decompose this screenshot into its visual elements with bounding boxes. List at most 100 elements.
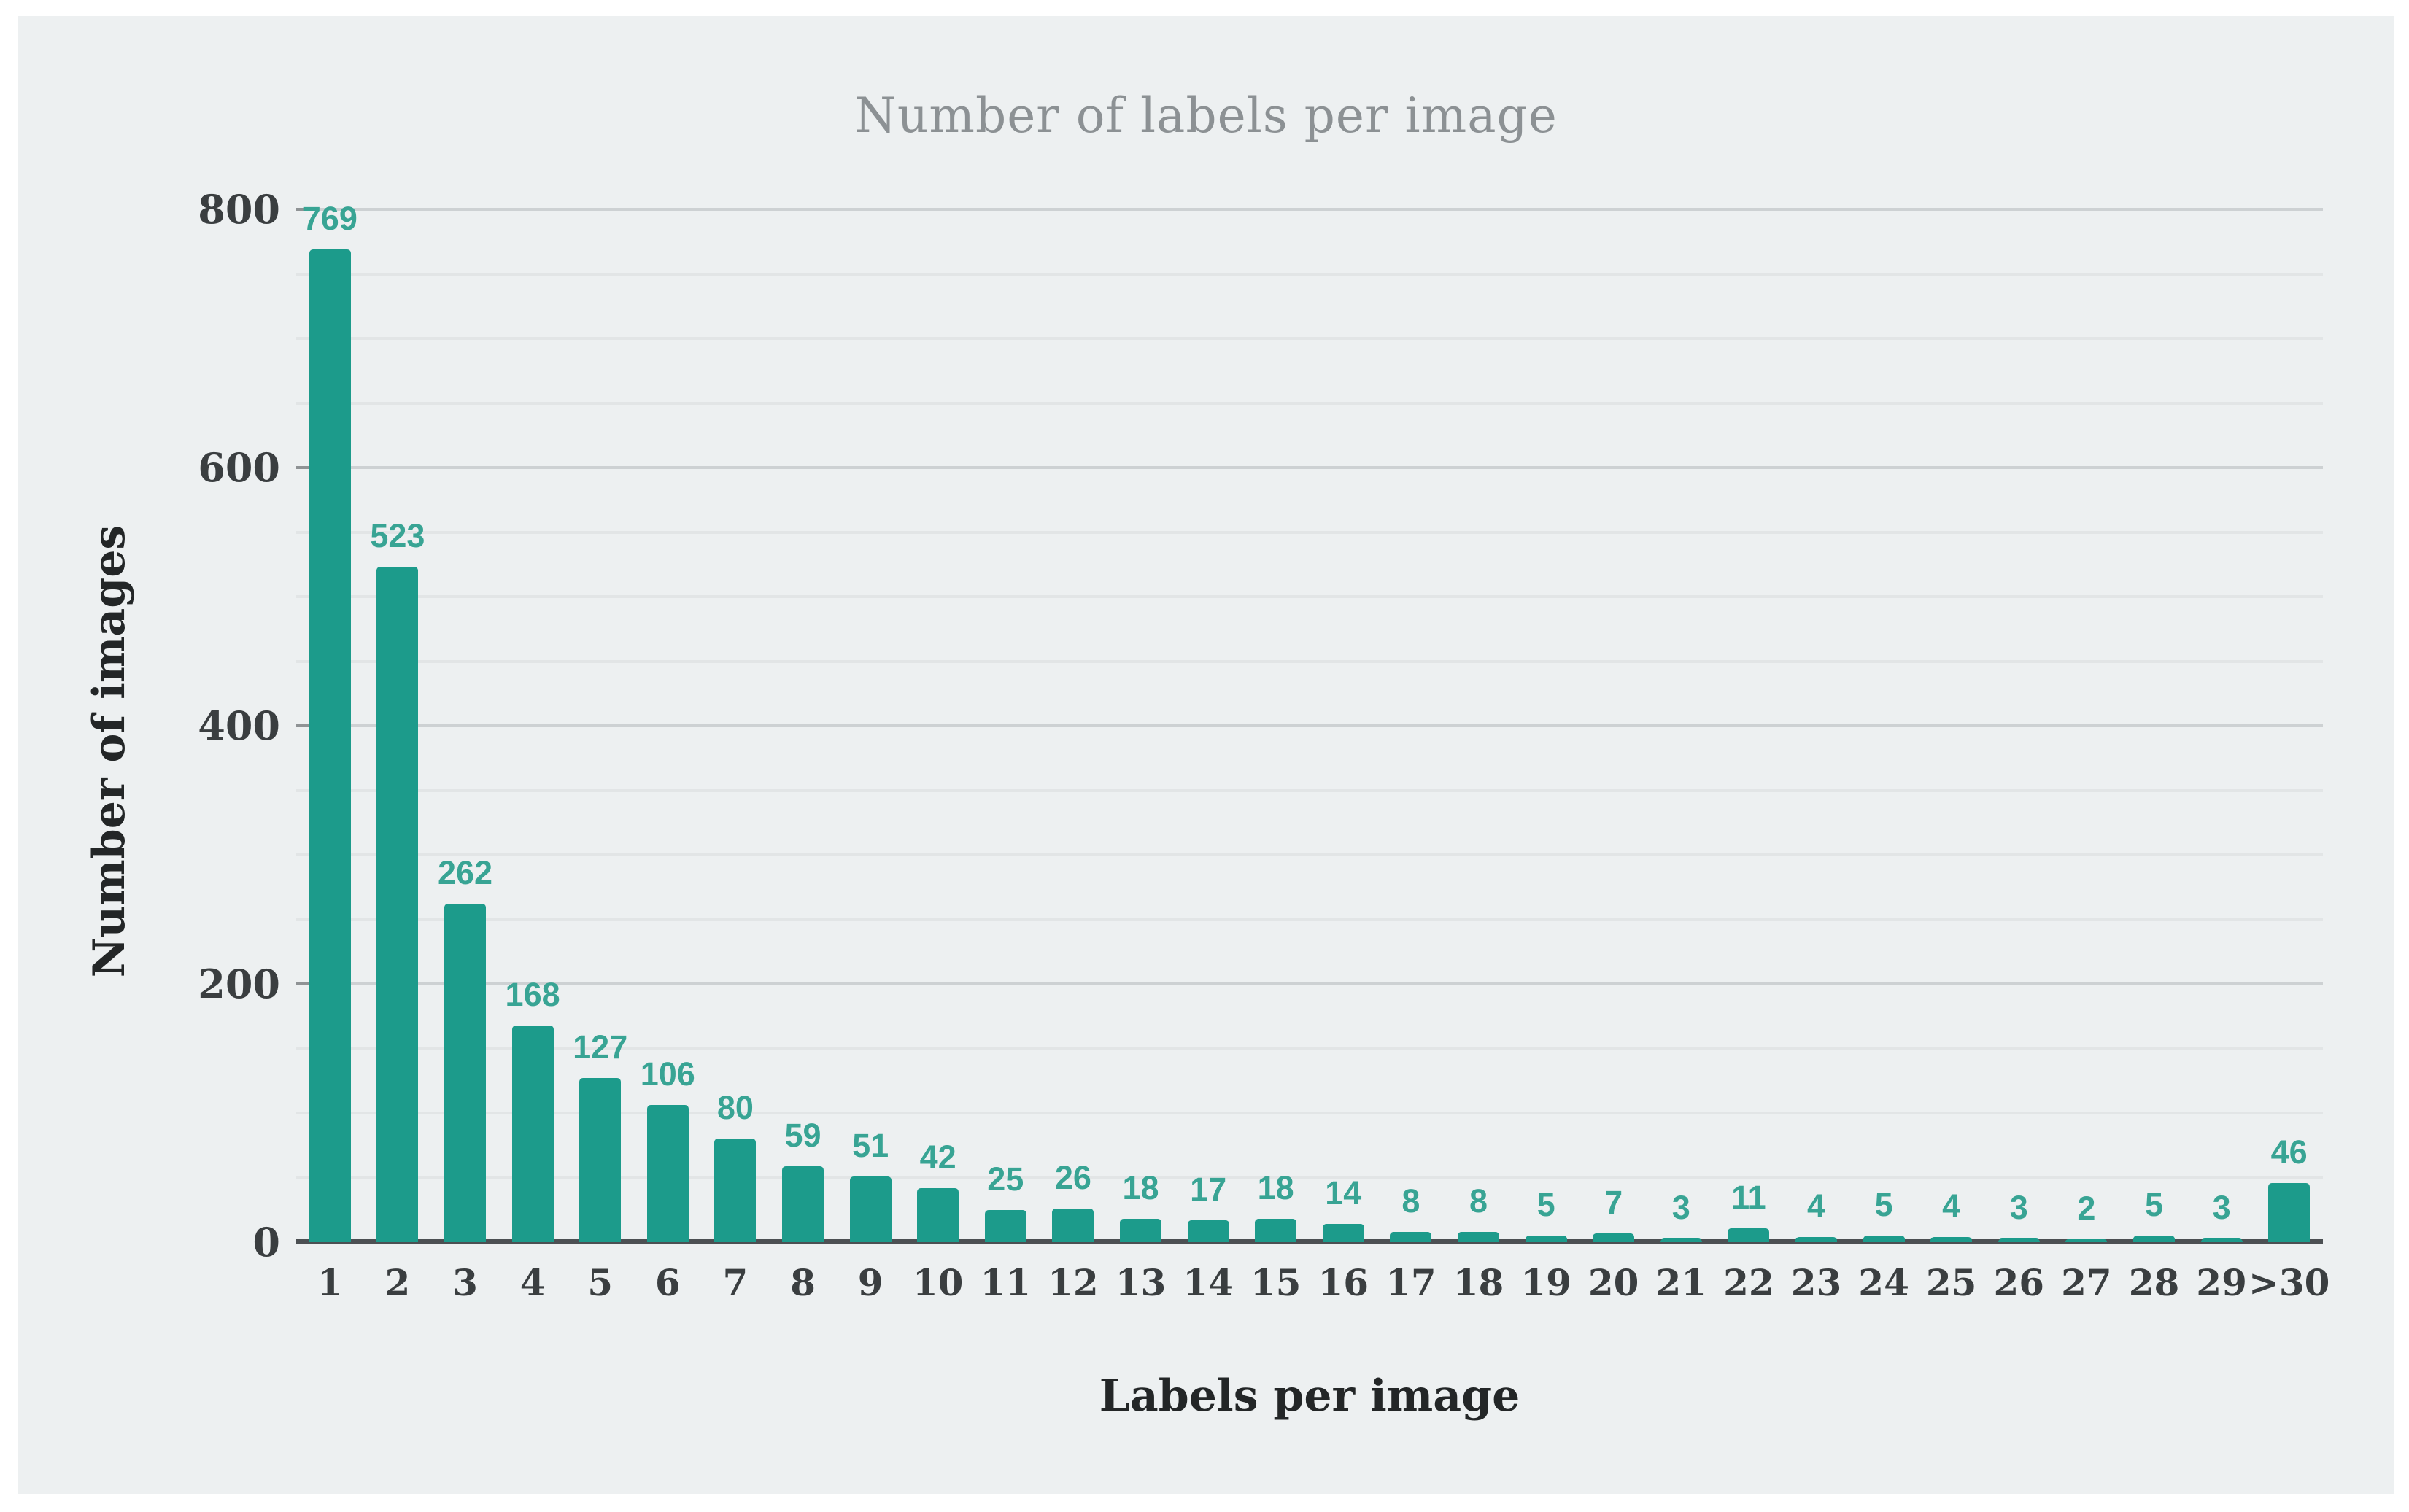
y-tick-mark-400 bbox=[296, 724, 315, 727]
bar-value-label: 523 bbox=[370, 517, 425, 555]
bar-value-label: 769 bbox=[302, 199, 357, 237]
bar-23 bbox=[1795, 1236, 1837, 1242]
chart-panel: Number of labels per image Number of ima… bbox=[18, 16, 2394, 1494]
bar-21 bbox=[1660, 1238, 1702, 1242]
x-tick-label: 25 bbox=[1925, 1261, 1977, 1304]
x-tick-label: 19 bbox=[1520, 1261, 1571, 1304]
bar-9 bbox=[849, 1176, 892, 1242]
plot-area: 769 1 523 2 262 3 168 4 127 5 106 6 80 7 59 8 51 9 42 10 25 1… bbox=[296, 200, 2329, 1304]
bar-value-label: 14 bbox=[1325, 1174, 1362, 1212]
x-tick-label: 17 bbox=[1385, 1261, 1436, 1304]
bar-value-label: 3 bbox=[1671, 1188, 1690, 1226]
bar-value-label: 2 bbox=[2077, 1190, 2096, 1228]
y-tick-mark-800 bbox=[296, 208, 315, 211]
gridline-y550 bbox=[296, 530, 2323, 534]
bar-7 bbox=[714, 1139, 757, 1242]
bar-value-label: 5 bbox=[1874, 1186, 1893, 1224]
bar-15 bbox=[1255, 1219, 1297, 1242]
bar-1 bbox=[309, 249, 351, 1242]
bar-2 bbox=[376, 567, 419, 1242]
x-tick-label: 9 bbox=[857, 1261, 883, 1304]
x-tick-label: 5 bbox=[587, 1261, 614, 1304]
gridline-y200 bbox=[296, 982, 2323, 985]
bar-value-label: 168 bbox=[505, 975, 560, 1013]
y-tick-mark-600 bbox=[296, 466, 315, 469]
bar-6 bbox=[646, 1105, 689, 1242]
bar->30 bbox=[2268, 1182, 2311, 1242]
y-tick-label: 400 bbox=[198, 702, 280, 749]
bar-3 bbox=[444, 904, 486, 1242]
bar-29 bbox=[2200, 1238, 2243, 1242]
bar-value-label: 8 bbox=[1401, 1182, 1420, 1220]
bar-10 bbox=[917, 1187, 959, 1242]
bar-value-label: 18 bbox=[1122, 1169, 1159, 1207]
x-tick-label: 21 bbox=[1655, 1261, 1707, 1304]
y-tick-label: 0 bbox=[252, 1219, 280, 1265]
gridline-y650 bbox=[296, 401, 2323, 405]
x-tick-label: 7 bbox=[722, 1261, 749, 1304]
bar-26 bbox=[1998, 1238, 2040, 1242]
bar-25 bbox=[1930, 1236, 1973, 1242]
x-tick-label: 4 bbox=[519, 1261, 546, 1304]
gridline-y450 bbox=[296, 659, 2323, 663]
x-tick-label: 29 bbox=[2196, 1261, 2247, 1304]
x-tick-label: 18 bbox=[1453, 1261, 1504, 1304]
bar-20 bbox=[1593, 1233, 1635, 1242]
gridline-y500 bbox=[296, 595, 2323, 598]
bar-value-label: 127 bbox=[573, 1028, 628, 1066]
y-tick-label: 600 bbox=[198, 444, 280, 491]
bar-value-label: 25 bbox=[987, 1160, 1024, 1198]
x-axis-title: Labels per image bbox=[1099, 1371, 1520, 1422]
bar-12 bbox=[1052, 1208, 1094, 1242]
bar-14 bbox=[1187, 1220, 1229, 1242]
x-tick-label: 20 bbox=[1588, 1261, 1639, 1304]
bar-value-label: 4 bbox=[1806, 1187, 1826, 1225]
bar-28 bbox=[2133, 1236, 2175, 1242]
bar-value-label: 262 bbox=[437, 854, 493, 892]
x-tick-label: 12 bbox=[1048, 1261, 1099, 1304]
bar-value-label: 7 bbox=[1604, 1183, 1623, 1221]
bar-value-label: 80 bbox=[716, 1089, 754, 1127]
y-tick-label: 200 bbox=[198, 961, 280, 1007]
bar-19 bbox=[1525, 1236, 1567, 1242]
bar-16 bbox=[1322, 1224, 1364, 1242]
x-tick-label: 16 bbox=[1318, 1261, 1369, 1304]
y-axis-title: Number of images bbox=[84, 524, 135, 978]
x-tick-label: 13 bbox=[1115, 1261, 1167, 1304]
gridline-y750 bbox=[296, 272, 2323, 276]
bar-value-label: 3 bbox=[2212, 1188, 2231, 1226]
bar-value-label: 106 bbox=[640, 1055, 695, 1093]
bar-value-label: 42 bbox=[919, 1138, 956, 1176]
x-tick-label: 24 bbox=[1858, 1261, 1909, 1304]
bar-value-label: 4 bbox=[1942, 1187, 1961, 1225]
x-axis-line bbox=[296, 1239, 2323, 1244]
bar-value-label: 51 bbox=[852, 1126, 889, 1164]
gridline-y600 bbox=[296, 466, 2323, 469]
x-tick-label: 8 bbox=[790, 1261, 816, 1304]
bar-5 bbox=[579, 1078, 622, 1242]
y-tick-label: 800 bbox=[198, 186, 280, 233]
gridline-y800 bbox=[296, 208, 2323, 211]
bar-value-label: 26 bbox=[1054, 1158, 1091, 1196]
bar-22 bbox=[1728, 1228, 1770, 1242]
x-tick-label: >30 bbox=[2248, 1261, 2330, 1304]
x-tick-label: 28 bbox=[2128, 1261, 2180, 1304]
x-tick-label: 15 bbox=[1250, 1261, 1302, 1304]
x-tick-label: 11 bbox=[980, 1261, 1032, 1304]
bar-17 bbox=[1390, 1231, 1432, 1242]
x-tick-label: 6 bbox=[654, 1261, 681, 1304]
gridline-y100 bbox=[296, 1112, 2323, 1114]
bar-value-label: 46 bbox=[2270, 1133, 2308, 1171]
bar-value-label: 59 bbox=[784, 1116, 821, 1154]
x-tick-label: 3 bbox=[452, 1261, 478, 1304]
bar-value-label: 5 bbox=[2144, 1186, 2164, 1224]
bar-13 bbox=[1120, 1219, 1161, 1242]
x-tick-label: 27 bbox=[2061, 1261, 2112, 1304]
x-tick-label: 23 bbox=[1790, 1261, 1842, 1304]
gridline-y400 bbox=[296, 724, 2323, 727]
gridline-y150 bbox=[296, 1047, 2323, 1050]
bar-value-label: 3 bbox=[2009, 1188, 2028, 1226]
x-tick-label: 2 bbox=[384, 1261, 411, 1304]
bar-24 bbox=[1863, 1236, 1905, 1242]
gridline-y700 bbox=[296, 337, 2323, 340]
